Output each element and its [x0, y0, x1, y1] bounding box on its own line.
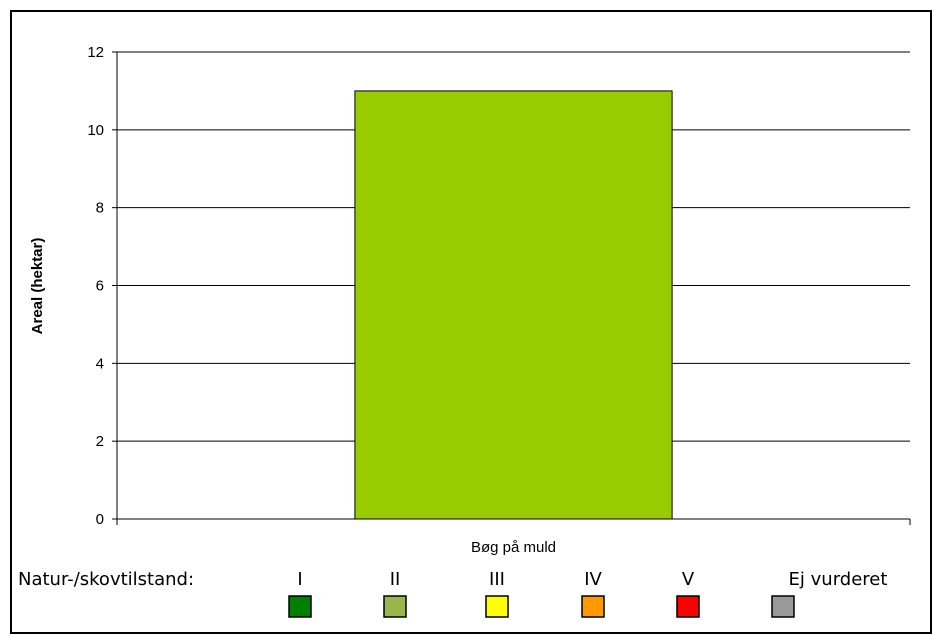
- legend-item-label: Ej vurderet: [789, 569, 888, 590]
- legend-swatch: [676, 595, 700, 618]
- legend-swatch: [485, 595, 509, 618]
- y-tick-label: 8: [96, 200, 104, 217]
- legend-item-label: IV: [584, 569, 602, 590]
- legend-item-label: II: [390, 569, 401, 590]
- legend-swatch: [383, 595, 407, 618]
- legend-item-label: III: [489, 569, 505, 590]
- legend-title: Natur-/skovtilstand:: [18, 569, 194, 590]
- legend-swatch: [581, 595, 605, 618]
- y-tick-label: 10: [87, 122, 104, 139]
- y-tick-label: 12: [87, 44, 104, 61]
- y-tick-label: 4: [96, 355, 104, 372]
- y-tick-label: 6: [96, 278, 104, 295]
- legend-swatch: [288, 595, 312, 618]
- y-axis-title: Areal (hektar): [29, 238, 46, 335]
- bar: [354, 90, 673, 520]
- y-tick-label: 2: [96, 433, 104, 450]
- chart-frame: [10, 10, 932, 634]
- x-category-labels: Bøg på muld: [116, 519, 911, 556]
- gridlines: [117, 51, 910, 442]
- legend-item-label: I: [297, 569, 302, 590]
- y-ticks: 0 2 4 6 8 10 12: [87, 44, 117, 528]
- legend-item-label: V: [682, 569, 695, 590]
- legend-swatch: [771, 595, 795, 618]
- legend: Natur-/skovtilstand: I II III IV V Ej vurdere…: [18, 569, 888, 618]
- legend-items: I II III IV V Ej vurderet: [288, 569, 888, 618]
- bars: [354, 90, 673, 520]
- x-category-label: Bøg på muld: [471, 539, 556, 556]
- y-tick-label: 0: [96, 511, 104, 528]
